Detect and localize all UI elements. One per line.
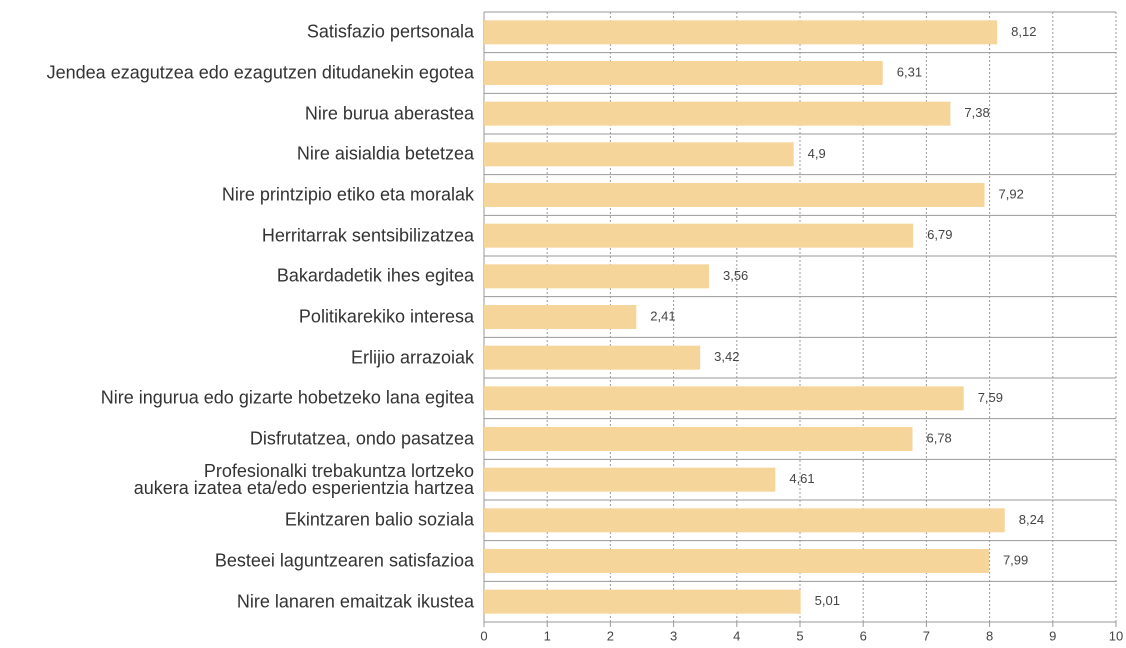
category-label: Bakardadetik ihes egitea <box>276 265 474 286</box>
category-label: Nire lanaren emaitzak ikustea <box>236 591 474 612</box>
value-label: 4,61 <box>789 471 814 486</box>
value-label: 7,38 <box>964 105 989 120</box>
bar <box>484 142 794 167</box>
x-tick-label: 9 <box>1049 628 1056 643</box>
x-tick-label: 4 <box>733 628 740 643</box>
bar <box>484 223 914 248</box>
value-label: 7,99 <box>1003 552 1028 567</box>
x-tick-label: 10 <box>1109 628 1123 643</box>
x-tick-label: 3 <box>670 628 677 643</box>
category-label: Ekintzaren balio soziala <box>284 509 474 530</box>
bar <box>484 467 776 492</box>
bar <box>484 305 637 329</box>
value-label: 6,31 <box>897 64 922 79</box>
category-label: Disfrutatzea, ondo pasatzea <box>249 428 474 449</box>
value-label: 7,92 <box>999 186 1024 201</box>
value-label: 5,01 <box>815 593 840 608</box>
value-label: 7,59 <box>978 390 1003 405</box>
x-tick-label: 1 <box>544 628 551 643</box>
bar <box>484 427 913 451</box>
category-label: Satisfazio pertsonala <box>306 21 474 42</box>
category-label: Erlijio arrazoiak <box>350 347 474 368</box>
category-label: Nire ingurua edo gizarte hobetzeko lana … <box>100 387 474 408</box>
value-label: 3,42 <box>714 349 739 364</box>
category-label: Nire printzipio etiko eta moralak <box>221 184 474 205</box>
x-tick-label: 6 <box>860 628 867 643</box>
bar <box>484 61 883 85</box>
bar <box>484 589 801 614</box>
bar <box>484 386 964 411</box>
bar <box>484 183 985 207</box>
category-label: Jendea ezagutzea edo ezagutzen ditudanek… <box>46 62 474 83</box>
value-label: 8,12 <box>1011 24 1036 39</box>
value-label: 4,9 <box>808 146 826 161</box>
value-label: 6,79 <box>927 227 952 242</box>
bar <box>484 508 1005 533</box>
x-tick-label: 7 <box>923 628 930 643</box>
value-label: 2,41 <box>650 308 675 323</box>
bar <box>484 101 951 126</box>
category-label: Herritarrak sentsibilizatzea <box>261 225 474 246</box>
value-label: 6,78 <box>926 430 951 445</box>
x-tick-label: 8 <box>986 628 993 643</box>
bar <box>484 549 989 573</box>
x-tick-label: 5 <box>796 628 803 643</box>
bar <box>484 20 998 45</box>
bar <box>484 345 701 370</box>
x-tick-label: 0 <box>480 628 487 643</box>
category-label: Nire aisialdia betetzea <box>296 143 474 164</box>
value-label: 3,56 <box>723 268 748 283</box>
category-label: Profesionalki trebakuntza lortzeko auker… <box>133 460 474 498</box>
value-label: 8,24 <box>1019 512 1044 527</box>
category-label: Besteei laguntzearen satisfazioa <box>214 550 474 571</box>
category-label: Nire burua aberastea <box>304 103 474 124</box>
x-tick-label: 2 <box>607 628 614 643</box>
category-label: Politikarekiko interesa <box>298 306 474 327</box>
bar <box>484 264 709 289</box>
